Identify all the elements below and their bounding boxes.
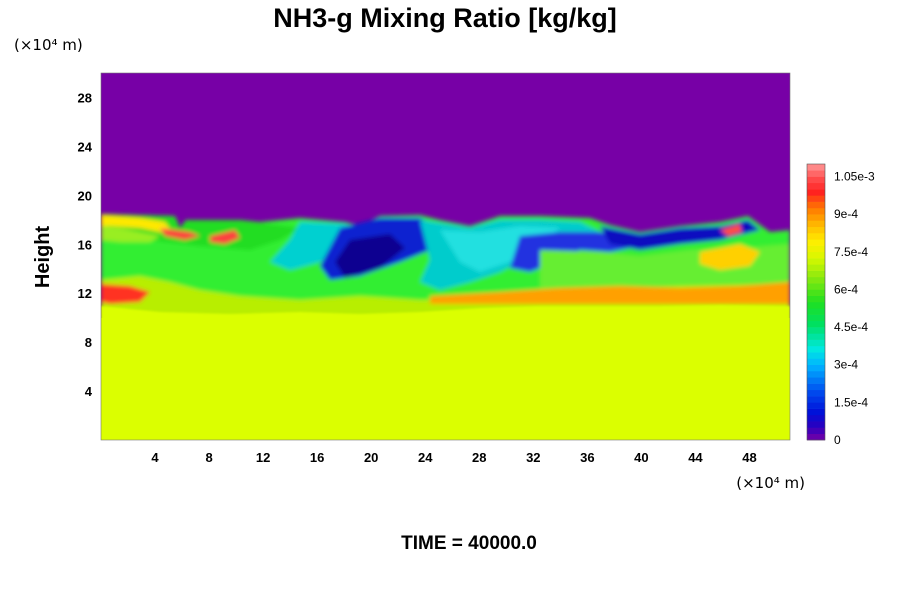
x-tick-label: 40: [634, 450, 648, 465]
colorbar-segment: [807, 220, 825, 228]
x-tick-label: 16: [310, 450, 324, 465]
colorbar-segment: [807, 414, 825, 422]
colorbar: [806, 163, 826, 441]
colorbar-segment: [807, 327, 825, 334]
x-tick-label: 12: [256, 450, 270, 465]
colorbar-segment: [807, 201, 825, 209]
colorbar-tick-label: 1.5e-4: [834, 395, 868, 409]
colorbar-segment: [807, 164, 825, 171]
x-tick-label: 8: [205, 450, 212, 465]
colorbar-segment: [807, 226, 825, 234]
colorbar-segment: [807, 251, 825, 259]
colorbar-frame: [806, 163, 826, 441]
x-tick-label: 48: [742, 450, 756, 465]
colorbar-segment: [807, 433, 825, 441]
colorbar-segment: [807, 289, 825, 297]
colorbar-segment: [807, 383, 825, 391]
colorbar-segment: [807, 233, 825, 240]
colorbar-tick-label: 0: [834, 433, 841, 447]
colorbar-segment: [807, 358, 825, 366]
chart-title: NH3-g Mixing Ratio [kg/kg]: [273, 3, 617, 33]
colorbar-segment: [807, 389, 825, 397]
colorbar-segment: [807, 283, 825, 290]
y-tick-label: 16: [78, 237, 92, 252]
y-tick-label: 12: [78, 286, 92, 301]
colorbar-segment: [807, 371, 825, 378]
y-axis-ticks: 4 8 12 16 20 24 28: [78, 90, 93, 399]
colorbar-segment: [807, 377, 825, 384]
y-tick-label: 4: [85, 384, 93, 399]
y-tick-label: 8: [85, 335, 92, 350]
colorbar-segment: [807, 314, 825, 322]
colorbar-segment: [807, 270, 825, 278]
colorbar-segment: [807, 320, 825, 328]
x-tick-label: 44: [688, 450, 703, 465]
x-tick-label: 32: [526, 450, 540, 465]
colorbar-segment: [807, 345, 825, 353]
colorbar-segment: [807, 408, 825, 416]
y-unit-label: (×10⁴ m): [14, 36, 83, 54]
colorbar-tick-label: 9e-4: [834, 207, 858, 221]
colorbar-segment: [807, 364, 825, 372]
colorbar-segment: [807, 239, 825, 246]
y-tick-label: 24: [78, 139, 93, 154]
colorbar-segment: [807, 176, 825, 184]
colorbar-segment: [807, 264, 825, 271]
colorbar-segment: [807, 295, 825, 303]
colorbar-tick-label: 3e-4: [834, 358, 858, 372]
colorbar-segment: [807, 182, 825, 190]
x-tick-label: 36: [580, 450, 594, 465]
colorbar-segment: [807, 333, 825, 340]
time-annotation: TIME = 40000.0: [401, 533, 537, 554]
y-tick-label: 20: [78, 188, 92, 203]
x-tick-label: 4: [151, 450, 159, 465]
colorbar-segment: [807, 195, 825, 202]
colorbar-tick-label: 6e-4: [834, 282, 858, 296]
colorbar-tick-label: 1.05e-3: [834, 170, 875, 184]
colorbar-segment: [807, 302, 825, 309]
plot-frame: [100, 72, 791, 441]
colorbar-segment: [807, 402, 825, 409]
x-tick-label: 24: [418, 450, 433, 465]
x-tick-label: 28: [472, 450, 486, 465]
colorbar-segment: [807, 421, 825, 428]
colorbar-tick-label: 4.5e-4: [834, 320, 868, 334]
colorbar-segment: [807, 308, 825, 315]
colorbar-segment: [807, 427, 825, 435]
plot-area: [101, 73, 790, 440]
colorbar-segment: [807, 189, 825, 196]
colorbar-segment: [807, 352, 825, 359]
colorbar-segment: [807, 214, 825, 221]
colorbar-segment: [807, 396, 825, 403]
colorbar-segment: [807, 245, 825, 253]
colorbar-ticks: 0 1.5e-4 3e-4 4.5e-4 6e-4 7.5e-4 9e-4 1.05e-3: [834, 170, 875, 447]
colorbar-segment: [807, 276, 825, 284]
y-axis-label: Height: [32, 226, 54, 289]
x-unit-label: (×10⁴ m): [736, 474, 805, 492]
colorbar-segment: [807, 339, 825, 347]
colorbar-tick-label: 7.5e-4: [834, 245, 868, 259]
y-tick-label: 28: [78, 90, 92, 105]
x-axis-ticks: 4 8 12 16 20 24 28 32 36 40 44 48: [151, 450, 756, 465]
colorbar-segment: [807, 170, 825, 177]
colorbar-segment: [807, 258, 825, 265]
colorbar-segment: [807, 207, 825, 215]
x-tick-label: 20: [364, 450, 378, 465]
